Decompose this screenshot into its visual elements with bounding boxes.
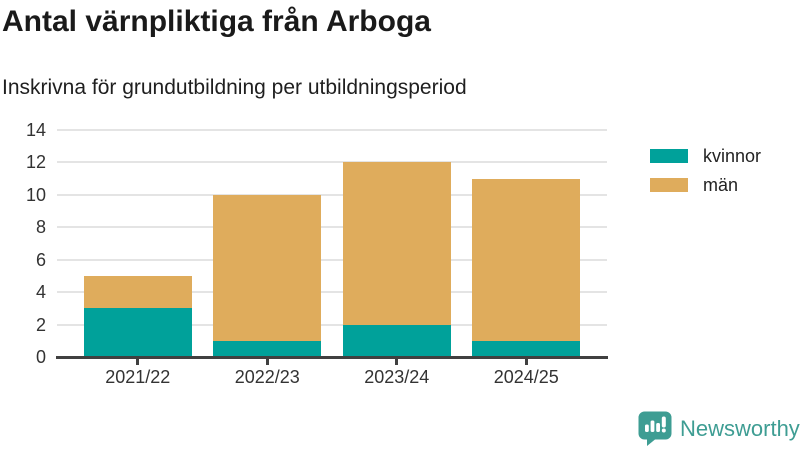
gridline (57, 193, 607, 196)
chart-subtitle: Inskrivna för grundutbildning per utbild… (2, 76, 467, 99)
bar-segment-män (83, 275, 192, 309)
gridline (57, 161, 607, 164)
x-tick-label: 2023/24 (364, 367, 430, 387)
legend-swatch (650, 178, 688, 192)
bar-segment-kvinnor (472, 340, 581, 357)
bar-segment-män (213, 194, 322, 341)
gridline (57, 258, 607, 261)
y-tick-label: 0 (35, 347, 46, 367)
bar-segment-män (472, 178, 581, 341)
x-tick-label: 2024/25 (493, 367, 559, 387)
legend-item: kvinnor (650, 146, 761, 166)
x-tick-mark (136, 359, 140, 365)
y-tick-label: 12 (25, 152, 46, 173)
y-tick-label: 2 (35, 314, 46, 335)
legend-label: kvinnor (703, 146, 762, 166)
x-axis-line (56, 356, 608, 359)
x-tick-mark (265, 359, 269, 365)
bar-segment-kvinnor (213, 340, 322, 357)
brand-footer: Newsworthy (638, 411, 800, 446)
y-tick-label: 8 (35, 217, 46, 238)
brand-name: Newsworthy (680, 415, 800, 441)
y-tick-label: 10 (25, 184, 46, 205)
gridline (57, 323, 607, 326)
y-tick-label: 14 (25, 120, 46, 140)
legend-swatch (650, 149, 688, 163)
legend-item: män (650, 175, 761, 195)
gridline (57, 291, 607, 294)
legend: kvinnor män (650, 146, 761, 204)
x-tick-label: 2021/22 (105, 367, 171, 387)
x-tick-mark (524, 359, 528, 365)
y-tick-label: 6 (35, 249, 46, 270)
bar-segment-kvinnor (83, 308, 192, 357)
y-tick-label: 4 (35, 282, 46, 303)
gridline (57, 129, 607, 131)
x-tick-label: 2022/23 (234, 367, 300, 387)
chart-title: Antal värnpliktiga från Arboga (2, 5, 431, 38)
x-tick-mark (395, 359, 399, 365)
bar-segment-kvinnor (342, 324, 451, 357)
newsworthy-logo-icon (638, 411, 672, 446)
legend-label: män (703, 175, 739, 195)
gridline (57, 226, 607, 229)
bar-segment-män (342, 162, 451, 325)
